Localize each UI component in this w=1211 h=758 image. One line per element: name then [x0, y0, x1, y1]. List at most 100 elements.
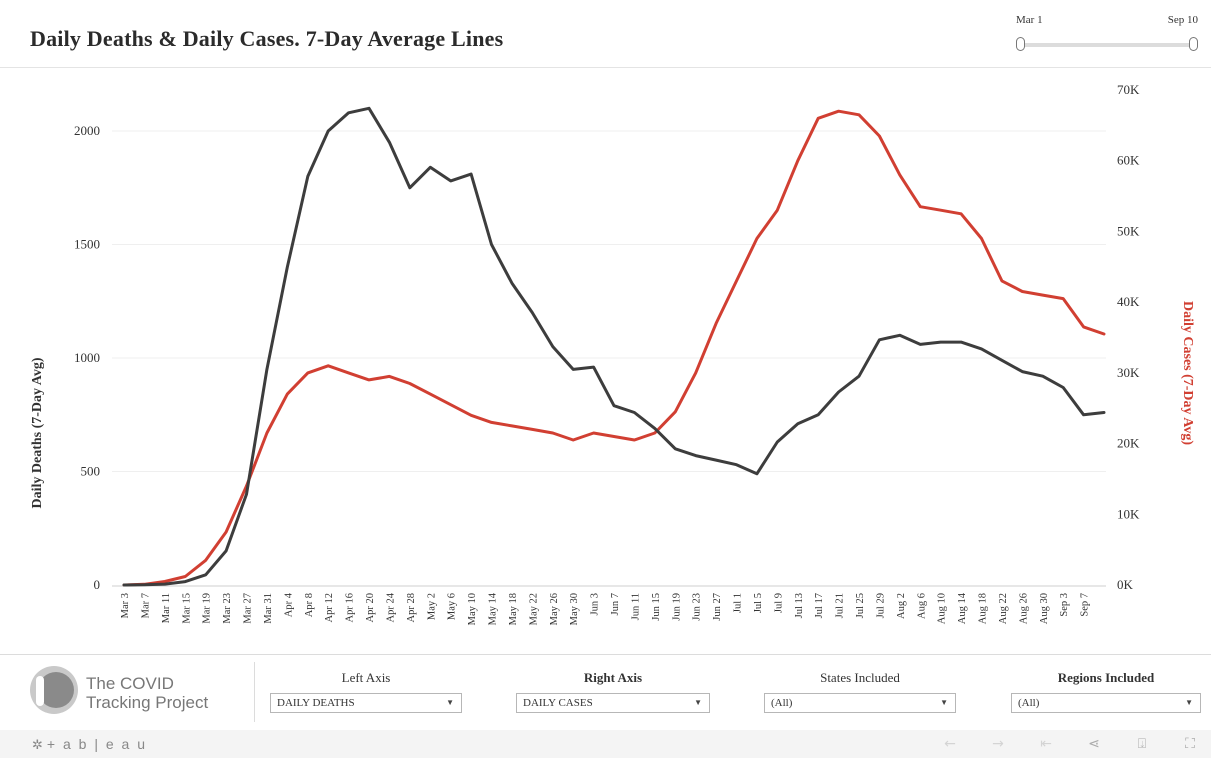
- header-divider: [0, 67, 1211, 68]
- series-lines: [122, 106, 1106, 587]
- x-axis-ticks: Mar 3 Mar 7 Mar 11 Mar 15 Mar 19 Mar 23 Mar 27…: [120, 592, 1091, 625]
- x-tick-label: Mar 3: [120, 593, 131, 618]
- x-tick-label: Apr 4: [283, 592, 294, 617]
- x-tick-label: Apr 12: [324, 593, 335, 622]
- left-tick-label: 1000: [74, 350, 100, 365]
- x-tick-label: May 6: [447, 593, 458, 620]
- chart-title: Daily Deaths & Daily Cases. 7-Day Averag…: [30, 26, 504, 51]
- x-tick-label: Mar 19: [202, 593, 213, 624]
- revert-icon[interactable]: ⇤: [1040, 736, 1052, 752]
- filter-label: Regions Included: [1057, 670, 1155, 685]
- date-range-slider[interactable]: Mar 1 Sep 10: [1012, 12, 1202, 62]
- x-tick-label: Jun 7: [610, 593, 621, 615]
- logo-line-1: The COVID: [86, 674, 174, 693]
- left-tick-label: 2000: [74, 123, 100, 138]
- redo-icon[interactable]: →: [992, 736, 1004, 752]
- right-axis-label: Daily Cases (7-Day Avg): [1180, 301, 1195, 445]
- right-axis-ticks: 0K 10K 20K 30K 40K 50K 60K 70K: [1117, 82, 1140, 592]
- x-tick-label: Aug 6: [916, 593, 927, 619]
- x-tick-label: Jun 15: [651, 593, 662, 621]
- x-tick-label: Mar 23: [222, 593, 233, 624]
- filter-label: Left Axis: [341, 670, 391, 685]
- x-tick-label: Aug 30: [1039, 593, 1050, 624]
- download-icon[interactable]: ⍗: [1137, 736, 1147, 752]
- filter-right-axis: Right Axis DAILY CASES ▼: [516, 670, 710, 713]
- left-axis-label: Daily Deaths (7-Day Avg): [30, 357, 45, 508]
- x-tick-label: Mar 15: [181, 593, 192, 624]
- right-axis-dropdown[interactable]: DAILY CASES ▼: [516, 693, 710, 713]
- dropdown-value: DAILY DEATHS: [277, 697, 355, 709]
- right-tick-label: 60K: [1117, 153, 1140, 168]
- right-tick-label: 30K: [1117, 365, 1140, 380]
- x-tick-label: Aug 18: [978, 593, 989, 624]
- x-tick-label: May 2: [426, 593, 437, 620]
- x-tick-label: Jul 29: [875, 593, 886, 618]
- x-tick-label: Jun 23: [692, 593, 703, 621]
- footer-divider: [0, 654, 1211, 655]
- dropdown-arrow-icon: ▼: [446, 698, 454, 707]
- left-tick-label: 500: [81, 464, 101, 479]
- x-tick-label: Aug 26: [1018, 593, 1029, 624]
- logo-text: The COVID Tracking Project: [86, 674, 208, 712]
- x-tick-label: Jun 27: [712, 593, 723, 621]
- right-tick-label: 10K: [1117, 506, 1140, 521]
- x-tick-label: May 10: [467, 593, 478, 625]
- x-tick-label: Jun 19: [671, 593, 682, 621]
- x-tick-label: Apr 8: [304, 593, 315, 617]
- left-axis-dropdown[interactable]: DAILY DEATHS ▼: [270, 693, 462, 713]
- x-tick-label: Jul 9: [773, 593, 784, 613]
- cases-series-line[interactable]: [122, 109, 1106, 587]
- slider-end-handle[interactable]: [1189, 37, 1198, 51]
- regions-dropdown[interactable]: (All) ▼: [1011, 693, 1201, 713]
- x-tick-label: Jul 17: [814, 593, 825, 618]
- right-tick-label: 70K: [1117, 82, 1140, 97]
- filter-left-axis: Left Axis DAILY DEATHS ▼: [270, 670, 462, 713]
- right-tick-label: 20K: [1117, 436, 1140, 451]
- x-tick-label: Jul 21: [835, 593, 846, 618]
- x-tick-label: Jul 1: [733, 593, 744, 613]
- x-tick-label: Sep 7: [1080, 593, 1091, 617]
- dropdown-arrow-icon: ▼: [940, 698, 948, 707]
- slider-track[interactable]: [1020, 43, 1194, 47]
- tableau-toolbar: ✲ + a b | e a u ← → ⇤ ⋖ ⍗ ⛶: [0, 730, 1211, 758]
- x-tick-label: Sep 3: [1059, 593, 1070, 617]
- tableau-logo[interactable]: ✲ + a b | e a u: [32, 736, 147, 753]
- filter-regions: Regions Included (All) ▼: [1011, 670, 1201, 713]
- share-icon[interactable]: ⋖: [1088, 736, 1100, 752]
- x-tick-label: Mar 11: [161, 593, 172, 623]
- filter-states: States Included (All) ▼: [764, 670, 956, 713]
- logo-mark-icon: [30, 666, 78, 714]
- x-tick-label: Aug 14: [957, 592, 968, 624]
- logo-line-2: Tracking Project: [86, 693, 209, 712]
- dropdown-value: DAILY CASES: [523, 697, 593, 709]
- x-tick-label: Jun 3: [590, 593, 601, 615]
- tableau-mark-icon: ✲: [32, 737, 43, 752]
- dropdown-value: (All): [1018, 697, 1040, 709]
- x-tick-label: Apr 16: [345, 593, 356, 622]
- dropdown-arrow-icon: ▼: [694, 698, 702, 707]
- x-tick-label: Aug 22: [998, 593, 1009, 624]
- x-tick-label: Mar 31: [263, 593, 274, 624]
- deaths-series-line[interactable]: [122, 106, 1106, 587]
- dropdown-arrow-icon: ▼: [1185, 698, 1193, 707]
- covid-tracking-project-logo[interactable]: The COVID Tracking Project: [30, 664, 230, 718]
- line-chart[interactable]: 0 500 1000 1500 2000 0K 10K 20K 30K 40K 50K 60K 70K…: [0, 68, 1211, 654]
- x-tick-label: Aug 10: [937, 593, 948, 624]
- x-tick-label: Jul 13: [794, 593, 805, 618]
- x-tick-label: Jun 11: [630, 593, 641, 620]
- footer-separator: [254, 662, 255, 722]
- x-tick-label: May 26: [549, 593, 560, 625]
- fullscreen-icon[interactable]: ⛶: [1185, 736, 1195, 752]
- left-tick-label: 0: [94, 577, 101, 592]
- x-tick-label: Mar 27: [243, 593, 254, 624]
- filter-label: Right Axis: [583, 670, 643, 685]
- slider-start-label: Mar 1: [1016, 14, 1043, 26]
- x-tick-label: May 30: [569, 593, 580, 625]
- left-tick-label: 1500: [74, 237, 100, 252]
- slider-start-handle[interactable]: [1016, 37, 1025, 51]
- undo-icon[interactable]: ←: [944, 736, 956, 752]
- x-tick-label: Apr 28: [406, 593, 417, 622]
- x-tick-label: Jul 25: [855, 593, 866, 618]
- gridlines: [112, 130, 1106, 472]
- states-dropdown[interactable]: (All) ▼: [764, 693, 956, 713]
